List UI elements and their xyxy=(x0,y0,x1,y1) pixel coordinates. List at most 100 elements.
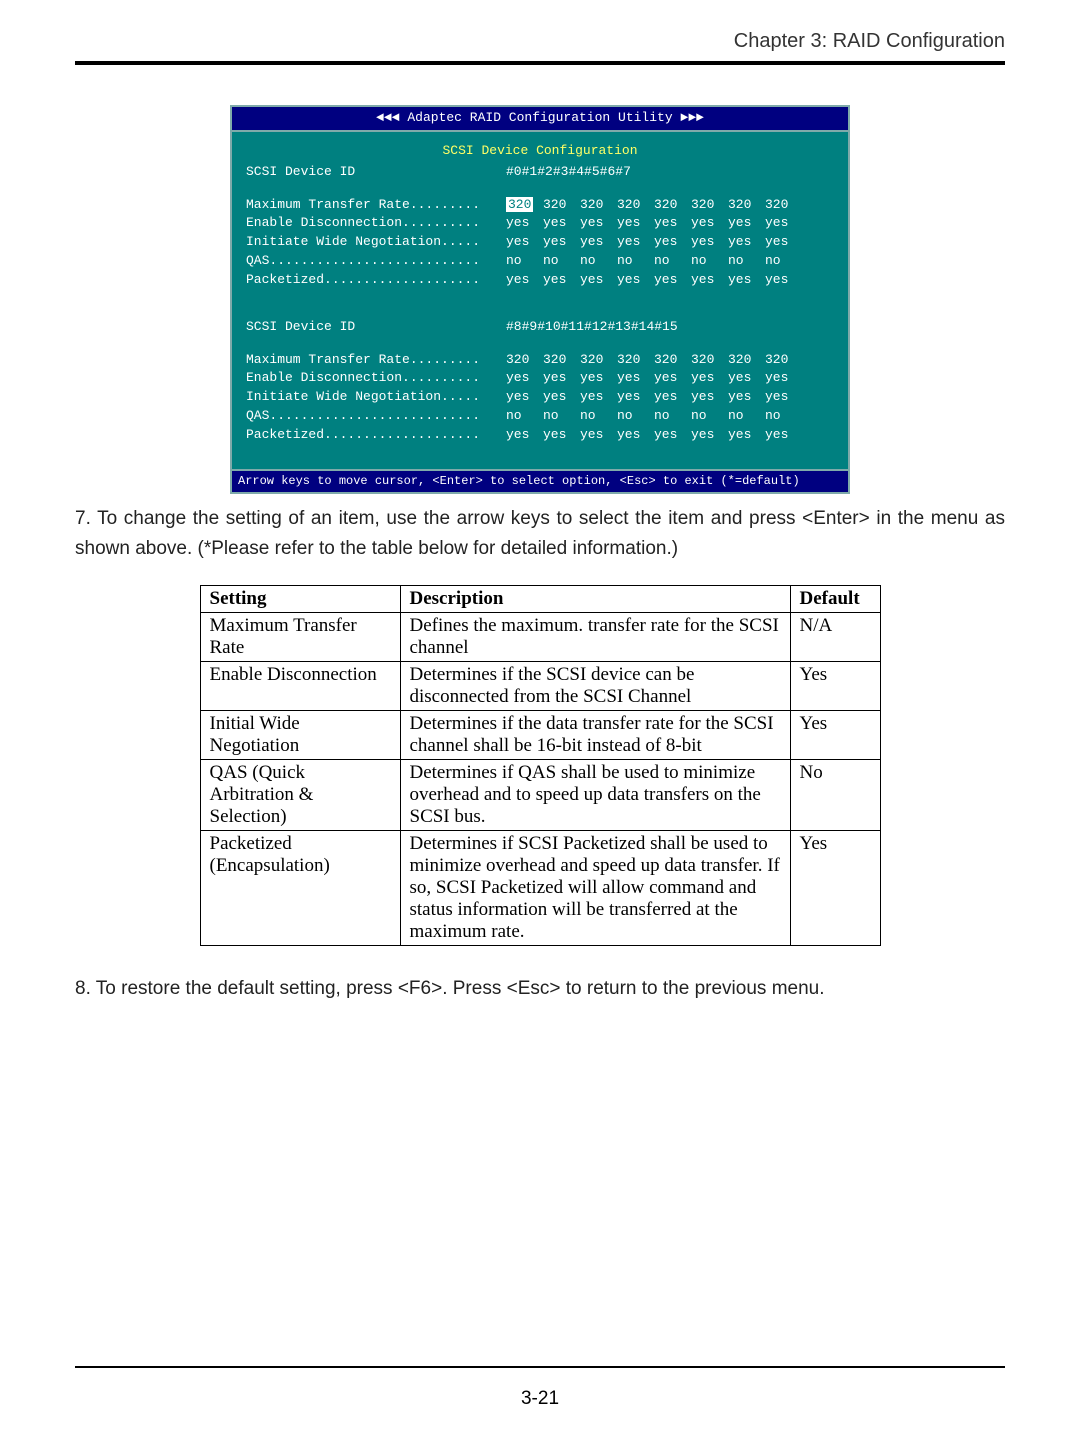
terminal-screenshot: ◄◄◄ Adaptec RAID Configuration Utility ►… xyxy=(230,105,850,494)
terminal-setting-value: 320 xyxy=(506,351,543,370)
terminal-setting-value: 320 xyxy=(654,196,691,215)
table-row: Initial Wide NegotiationDetermines if th… xyxy=(200,711,880,760)
terminal-setting-label: Enable Disconnection.......... xyxy=(246,214,506,233)
settings-table-cell: Packetized (Encapsulation) xyxy=(200,831,400,946)
settings-table-cell: Determines if the SCSI device can be dis… xyxy=(400,662,790,711)
page-number: 3-21 xyxy=(75,1388,1005,1410)
terminal-setting-value: no xyxy=(506,252,543,271)
terminal-title: ◄◄◄ Adaptec RAID Configuration Utility ►… xyxy=(232,107,848,132)
settings-table-cell: Enable Disconnection xyxy=(200,662,400,711)
device-id-col: #13 xyxy=(607,319,630,334)
terminal-setting-label: Maximum Transfer Rate......... xyxy=(246,351,506,370)
settings-table-cell: Yes xyxy=(790,711,880,760)
settings-table-cell: Defines the maximum. transfer rate for t… xyxy=(400,613,790,662)
terminal-setting-value: no xyxy=(654,252,691,271)
terminal-setting-value: 320 xyxy=(765,196,802,215)
terminal-setting-row: Packetized....................yesyesyesy… xyxy=(246,271,834,290)
device-id-col: #14 xyxy=(631,319,654,334)
terminal-setting-value: yes xyxy=(765,388,802,407)
terminal-setting-value: yes xyxy=(728,369,765,388)
terminal-setting-row: Enable Disconnection..........yesyesyesy… xyxy=(246,369,834,388)
terminal-setting-value: yes xyxy=(580,233,617,252)
terminal-setting-value: no xyxy=(580,252,617,271)
terminal-setting-label: Maximum Transfer Rate......... xyxy=(246,196,506,215)
terminal-setting-value: yes xyxy=(765,426,802,445)
terminal-setting-value: yes xyxy=(654,369,691,388)
terminal-setting-value: yes xyxy=(765,271,802,290)
terminal-setting-label: Initiate Wide Negotiation..... xyxy=(246,233,506,252)
terminal-setting-value: yes xyxy=(728,388,765,407)
terminal-setting-value: yes xyxy=(506,214,543,233)
terminal-setting-value: 320 xyxy=(506,196,543,215)
terminal-setting-value: yes xyxy=(691,369,728,388)
terminal-setting-value: yes xyxy=(654,214,691,233)
device-id-col: #12 xyxy=(584,319,607,334)
terminal-setting-value: yes xyxy=(654,271,691,290)
terminal-setting-value: yes xyxy=(580,271,617,290)
settings-table-cell: No xyxy=(790,760,880,831)
terminal-setting-row: Maximum Transfer Rate.........3203203203… xyxy=(246,196,834,215)
terminal-setting-value: yes xyxy=(617,426,654,445)
device-id-col: #10 xyxy=(537,319,560,334)
terminal-setting-value: yes xyxy=(617,271,654,290)
settings-table: SettingDescriptionDefault Maximum Transf… xyxy=(200,585,881,946)
settings-table-cell: Yes xyxy=(790,662,880,711)
device-id-label: SCSI Device ID xyxy=(246,163,506,182)
device-id-col: #11 xyxy=(561,319,584,334)
terminal-setting-value: yes xyxy=(765,233,802,252)
terminal-setting-value: yes xyxy=(580,388,617,407)
terminal-setting-value: no xyxy=(506,407,543,426)
device-id-col: #9 xyxy=(522,319,538,334)
device-id-col: #3 xyxy=(553,164,569,179)
terminal-setting-row: Packetized....................yesyesyesy… xyxy=(246,426,834,445)
settings-table-header: Setting xyxy=(200,586,400,613)
terminal-body: SCSI Device Configuration SCSI Device ID… xyxy=(232,132,848,469)
terminal-setting-value: yes xyxy=(506,388,543,407)
device-id-header-2: SCSI Device ID #8#9#10#11#12#13#14#15 xyxy=(246,318,834,337)
selected-value[interactable]: 320 xyxy=(506,197,533,212)
terminal-setting-value: 320 xyxy=(580,196,617,215)
settings-table-header: Description xyxy=(400,586,790,613)
terminal-setting-value: no xyxy=(691,252,728,271)
terminal-setting-value: 320 xyxy=(728,351,765,370)
device-id-col: #15 xyxy=(654,319,677,334)
terminal-setting-value: no xyxy=(765,407,802,426)
terminal-setting-value: yes xyxy=(580,426,617,445)
terminal: ◄◄◄ Adaptec RAID Configuration Utility ►… xyxy=(230,105,850,494)
table-row: Maximum Transfer RateDefines the maximum… xyxy=(200,613,880,662)
terminal-setting-value: yes xyxy=(617,233,654,252)
terminal-setting-label: Initiate Wide Negotiation..... xyxy=(246,388,506,407)
settings-table-cell: QAS (Quick Arbitration & Selection) xyxy=(200,760,400,831)
terminal-setting-value: yes xyxy=(543,233,580,252)
device-id-col: #0 xyxy=(506,164,522,179)
settings-table-cell: Determines if the data transfer rate for… xyxy=(400,711,790,760)
terminal-setting-value: 320 xyxy=(543,196,580,215)
terminal-setting-value: yes xyxy=(728,271,765,290)
terminal-setting-value: yes xyxy=(543,369,580,388)
terminal-setting-value: no xyxy=(654,407,691,426)
terminal-footer: Arrow keys to move cursor, <Enter> to se… xyxy=(232,469,848,492)
terminal-setting-value: 320 xyxy=(543,351,580,370)
terminal-setting-value: yes xyxy=(691,426,728,445)
settings-table-cell: Maximum Transfer Rate xyxy=(200,613,400,662)
terminal-setting-value: yes xyxy=(543,214,580,233)
terminal-setting-value: no xyxy=(691,407,728,426)
table-row: Enable DisconnectionDetermines if the SC… xyxy=(200,662,880,711)
terminal-setting-value: no xyxy=(728,252,765,271)
page: Chapter 3: RAID Configuration ◄◄◄ Adapte… xyxy=(0,0,1080,1450)
terminal-setting-value: no xyxy=(543,252,580,271)
settings-table-cell: Initial Wide Negotiation xyxy=(200,711,400,760)
terminal-setting-label: Packetized.................... xyxy=(246,426,506,445)
terminal-setting-value: yes xyxy=(728,214,765,233)
terminal-setting-value: yes xyxy=(617,369,654,388)
settings-table-cell: Determines if QAS shall be used to minim… xyxy=(400,760,790,831)
chapter-header: Chapter 3: RAID Configuration xyxy=(75,30,1005,61)
terminal-setting-value: yes xyxy=(691,214,728,233)
terminal-setting-value: yes xyxy=(506,271,543,290)
terminal-setting-value: yes xyxy=(765,369,802,388)
device-id-col: #8 xyxy=(506,319,522,334)
terminal-setting-row: QAS...........................nonononono… xyxy=(246,252,834,271)
terminal-setting-value: yes xyxy=(728,426,765,445)
terminal-setting-value: yes xyxy=(580,214,617,233)
device-id-col: #6 xyxy=(600,164,616,179)
